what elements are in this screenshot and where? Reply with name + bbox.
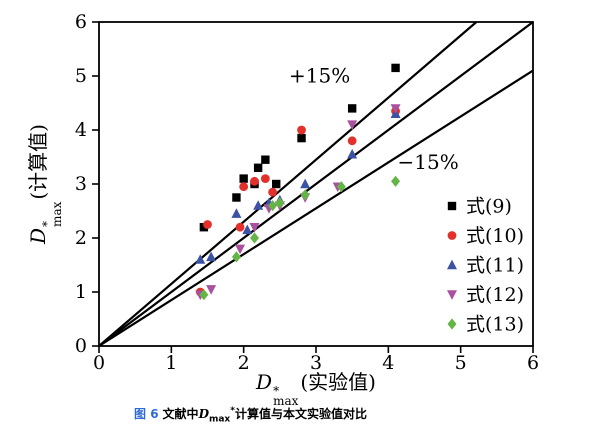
scatter-point <box>235 222 245 232</box>
legend-marker <box>447 290 457 300</box>
y-tick-label: 3 <box>75 173 87 195</box>
legend-label: 式(10) <box>466 225 524 247</box>
scatter-point <box>195 254 206 264</box>
scatter-point <box>347 148 358 159</box>
scatter-point <box>250 176 259 186</box>
legend-marker <box>447 231 457 240</box>
x-tick-label: 2 <box>238 352 250 374</box>
legend-label: 式(12) <box>466 284 524 306</box>
legend-marker <box>447 201 457 211</box>
scatter-point <box>242 224 253 235</box>
legend-label: 式(9) <box>466 196 512 218</box>
reference-line-label: +15% <box>289 63 350 87</box>
x-axis-label: D * max (实验值) <box>99 370 533 407</box>
scatter-point <box>239 174 248 183</box>
y-tick-label: 0 <box>75 335 87 357</box>
scatter-point <box>390 104 401 114</box>
reference-line-label: −15% <box>398 150 459 174</box>
caption-symbol: D <box>198 407 209 421</box>
caption-text-before: 文献中 <box>162 407 199 421</box>
legend-marker <box>447 318 457 330</box>
scatter-point <box>253 163 263 172</box>
caption-superscript: * <box>230 406 235 416</box>
reference-line <box>98 69 534 347</box>
scatter-point <box>300 189 310 201</box>
scatter-chart: +15% −15% 0 0 1 1 2 2 3 3 4 4 5 5 6 6 式(9) 式(10) 式(11) 式(12… <box>25 11 539 407</box>
x-tick-label: 3 <box>310 352 322 374</box>
y-tick-label: 4 <box>75 119 87 141</box>
scatter-point <box>249 223 260 233</box>
y-axis-label: D * max (计算值) <box>25 54 64 314</box>
scatter-point <box>199 289 209 301</box>
x-tick-label: 4 <box>382 352 394 374</box>
scatter-point <box>206 285 217 295</box>
scatter-point <box>231 208 242 218</box>
scatter-point <box>347 136 357 146</box>
chart-svg: +15% −15% 00 1 1 2 2 3 3 4 4 5 5 6 6 式(9) 式(10) 式(11) 式(12… <box>75 11 539 374</box>
scatter-point <box>297 133 306 143</box>
y-tick-label: 5 <box>75 65 87 87</box>
y-tick-label: 2 <box>75 227 87 249</box>
scatter-point <box>235 244 246 255</box>
scatter-point <box>268 200 278 212</box>
x-tick-label: 0 <box>93 352 105 374</box>
scatter-point <box>261 155 270 164</box>
scatter-point <box>347 104 357 113</box>
scatter-point <box>260 174 270 184</box>
reference-line <box>98 21 478 347</box>
x-tick-label: 5 <box>455 352 467 374</box>
scatter-point <box>300 178 311 189</box>
scatter-point <box>199 223 209 232</box>
scatter-point <box>250 232 260 244</box>
scatter-point <box>297 125 306 135</box>
y-tick-label: 6 <box>75 11 87 33</box>
figure-number: 图 6 <box>134 407 159 421</box>
scatter-point <box>275 197 285 209</box>
scatter-point <box>232 193 241 202</box>
scatter-point <box>268 187 277 197</box>
scatter-point <box>253 200 264 210</box>
scatter-point <box>391 175 401 187</box>
y-axis-supsub: * max <box>40 201 64 227</box>
y-tick-label: 1 <box>75 281 87 303</box>
figure-caption: 图 6 文献中Dmax*计算值与本文实验值对比 <box>0 400 501 425</box>
legend-label: 式(13) <box>466 314 524 336</box>
scatter-point <box>336 181 346 193</box>
reference-line <box>98 21 534 347</box>
x-tick-label: 6 <box>527 352 539 374</box>
y-axis-symbol: D <box>26 227 50 244</box>
scatter-point <box>231 251 241 263</box>
x-axis-symbol: D <box>256 370 273 394</box>
scatter-point <box>203 220 212 229</box>
caption-text-after: 计算值与本文实验值对比 <box>234 407 367 421</box>
x-tick-label: 1 <box>165 352 177 374</box>
legend-label: 式(11) <box>466 255 524 277</box>
legend-marker <box>447 259 457 270</box>
scatter-point <box>347 120 358 130</box>
y-axis-unit: (计算值) <box>26 124 50 200</box>
scatter-point <box>272 179 281 189</box>
x-axis-unit: (实验值) <box>300 370 376 394</box>
scatter-point <box>206 251 217 262</box>
x-axis-supsub: * max <box>273 384 299 408</box>
scatter-point <box>239 182 249 192</box>
scatter-point <box>391 63 400 73</box>
caption-subscript: max <box>208 414 231 425</box>
